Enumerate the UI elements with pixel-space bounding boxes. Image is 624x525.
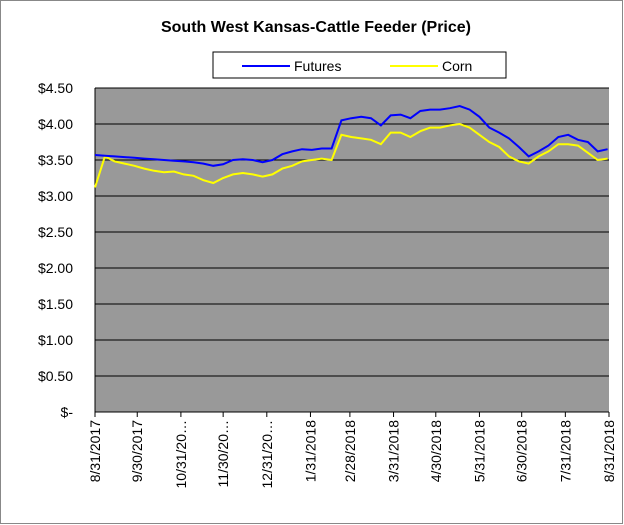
y-tick-label: $0.50 <box>38 368 73 384</box>
series-line <box>94 122 608 188</box>
y-tick-label: $- <box>61 404 74 420</box>
x-tick-label: 10/31/20… <box>173 420 189 489</box>
y-tick-label: $1.50 <box>38 296 73 312</box>
x-tick-label: 9/30/2017 <box>129 420 145 482</box>
y-tick-label: $2.50 <box>38 224 73 240</box>
x-tick-label: 3/31/2018 <box>386 420 402 482</box>
y-tick-label: $1.00 <box>38 332 73 348</box>
x-tick-label: 7/31/2018 <box>557 420 573 482</box>
y-tick-label: $3.00 <box>38 188 73 204</box>
x-tick-label: 4/30/2018 <box>428 420 444 482</box>
x-tick-label: 8/31/2018 <box>601 420 617 482</box>
y-tick-label: $4.50 <box>38 80 73 96</box>
x-tick-label: 2/28/2018 <box>342 420 358 482</box>
x-tick-label: 5/31/2018 <box>471 420 487 482</box>
x-tick-label: 8/31/2017 <box>87 420 103 482</box>
y-tick-label: $3.50 <box>38 152 73 168</box>
legend-label: Futures <box>294 58 341 74</box>
x-tick-label: 1/31/2018 <box>302 420 318 482</box>
x-tick-label: 11/30/20… <box>215 420 231 487</box>
y-tick-label: $4.00 <box>38 116 73 132</box>
y-tick-label: $2.00 <box>38 260 73 276</box>
series-line <box>94 104 608 167</box>
legend-label: Corn <box>442 58 472 74</box>
x-tick-label: 12/31/20… <box>259 420 275 489</box>
chart-title: South West Kansas-Cattle Feeder (Price) <box>161 19 471 36</box>
x-tick-label: 6/30/2018 <box>514 420 530 482</box>
plot-background <box>95 88 609 412</box>
